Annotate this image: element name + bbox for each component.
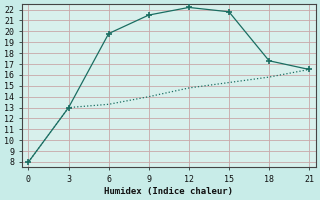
X-axis label: Humidex (Indice chaleur): Humidex (Indice chaleur) <box>104 187 233 196</box>
